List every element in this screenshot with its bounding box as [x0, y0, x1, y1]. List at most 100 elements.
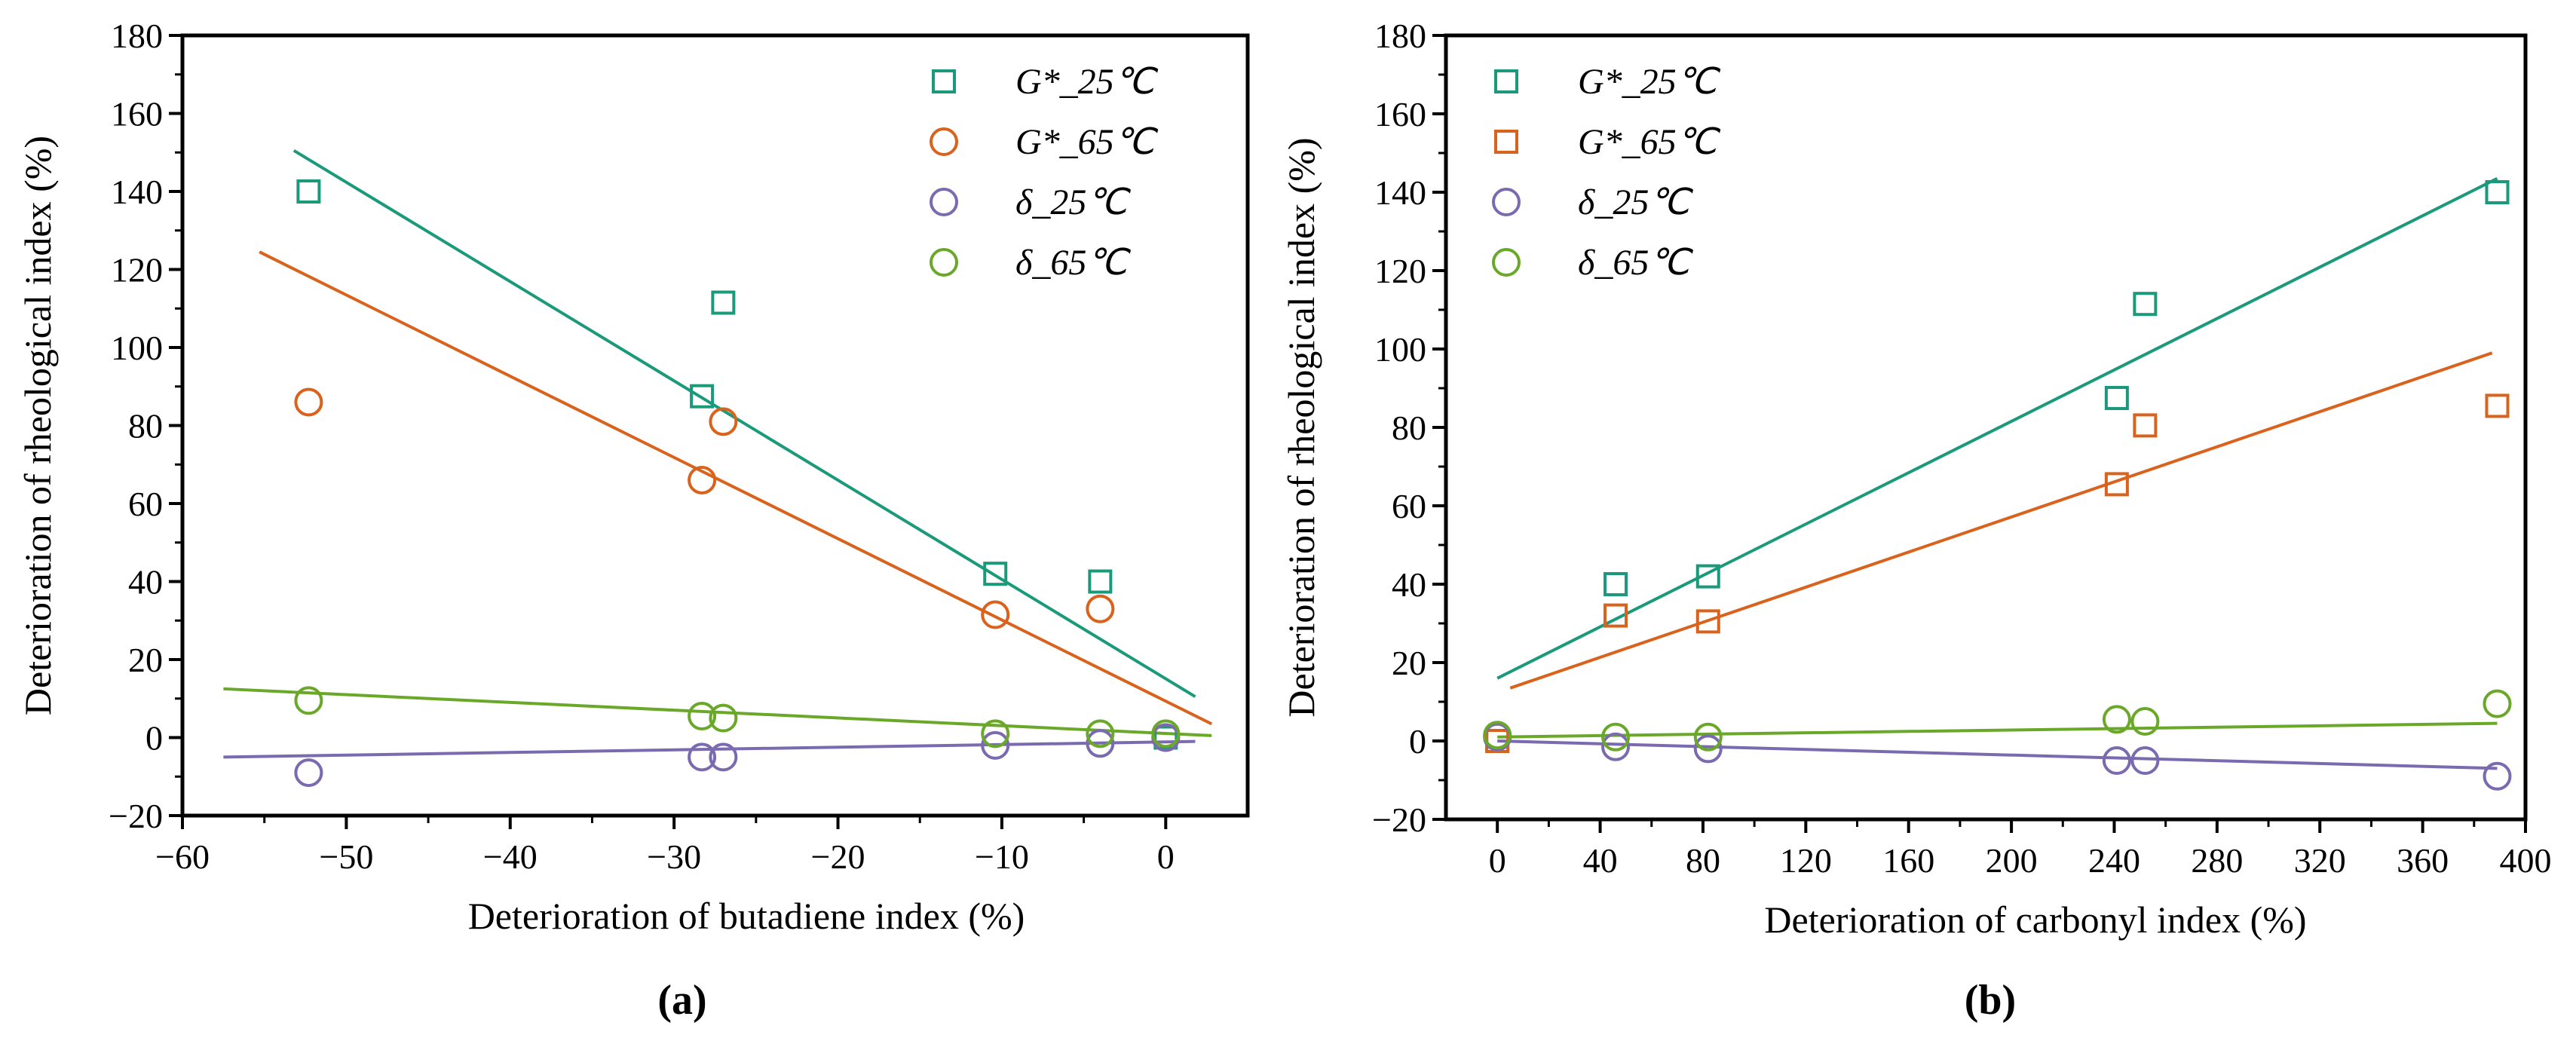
data-point-circle — [294, 686, 323, 715]
legend: G*_25℃ G*_65℃ δ_25℃ δ_65℃ — [930, 62, 1159, 283]
panel-b: 0 40 80 120 160 200 240 280 320 360 400 −20 0 20 40 60 8… — [1280, 17, 2552, 1024]
data-point-circle — [2483, 761, 2512, 791]
data-point-circle — [709, 703, 738, 733]
y-tick-label: −20 — [109, 797, 163, 835]
legend-label: G*_65℃ — [1015, 122, 1159, 162]
data-point-square — [2133, 413, 2158, 438]
y-tick-label: 120 — [111, 251, 163, 289]
y-axis-label: Deterioration of rheological index (%) — [1280, 137, 1322, 717]
legend-label: δ_25℃ — [1015, 182, 1131, 222]
y-tick-label: 60 — [128, 485, 163, 523]
fit-line-series-3 — [1497, 739, 2498, 770]
data-point-circle — [2102, 705, 2131, 734]
y-tick-label: 160 — [1374, 95, 1426, 133]
data-point-circle — [688, 702, 717, 731]
data-point-square — [690, 384, 715, 409]
data-point-circle — [294, 758, 323, 788]
legend-label: δ_25℃ — [1578, 182, 1693, 222]
y-tick-label: 180 — [1374, 17, 1426, 55]
data-point-circle — [1693, 734, 1723, 764]
fit-line-series-2 — [1509, 351, 2493, 690]
data-point-square — [1153, 725, 1178, 750]
legend-marker-circle — [930, 188, 958, 216]
x-axis-label: Deterioration of butadiene index (%) — [468, 895, 1025, 937]
x-tick-label: 160 — [1882, 841, 1934, 880]
legend-label: G*_65℃ — [1578, 122, 1721, 162]
x-tick-label: 400 — [2500, 841, 2552, 880]
y-tick-label: 100 — [111, 329, 163, 367]
legend: G*_25℃ G*_65℃ δ_25℃ δ_65℃ — [1492, 62, 1721, 283]
data-point-circle — [981, 600, 1010, 629]
data-point-square — [296, 179, 321, 204]
x-tick-label: −30 — [647, 837, 701, 876]
y-tick-label: 40 — [1392, 565, 1426, 604]
y-tick-label: 180 — [111, 17, 163, 55]
data-point-circle — [1601, 732, 1631, 761]
legend-marker-circle — [930, 127, 958, 156]
x-tick-label: 360 — [2397, 841, 2449, 880]
fit-line-series-2 — [259, 250, 1213, 726]
x-tick-label: 240 — [2088, 841, 2140, 880]
legend-marker-square — [932, 69, 956, 93]
legend-label: δ_65℃ — [1578, 243, 1693, 283]
data-point-circle — [981, 730, 1010, 760]
y-tick-label: 160 — [111, 95, 163, 133]
x-tick-label: 280 — [2191, 841, 2243, 880]
data-point-circle — [1693, 722, 1723, 752]
y-tick-label: 140 — [111, 173, 163, 211]
fit-line-series-1 — [1496, 177, 2498, 680]
legend-label: G*_25℃ — [1578, 62, 1721, 102]
data-point-circle — [1086, 729, 1115, 758]
legend-label: δ_65℃ — [1015, 243, 1131, 283]
data-point-square — [2485, 180, 2510, 204]
x-tick-label: −40 — [483, 837, 538, 876]
y-tick-label: 80 — [128, 407, 163, 445]
data-point-circle — [1151, 719, 1181, 749]
legend-marker-square — [1494, 69, 1518, 93]
fit-line-series-4 — [223, 687, 1212, 737]
data-point-square — [983, 562, 1008, 586]
data-point-square — [1603, 603, 1628, 628]
y-tick-label: 140 — [1374, 173, 1426, 212]
data-point-circle — [1086, 719, 1115, 749]
legend-label: G*_25℃ — [1015, 62, 1159, 102]
y-tick-label: 0 — [1409, 722, 1426, 761]
data-point-square — [711, 290, 736, 315]
data-point-square — [1695, 564, 1720, 589]
data-point-square — [1603, 572, 1628, 596]
y-axis-label: Deterioration of rheological index (%) — [17, 136, 59, 715]
x-tick-label: −10 — [975, 837, 1029, 876]
data-point-square — [2485, 393, 2510, 418]
y-tick-label: 20 — [128, 641, 163, 679]
fit-line-series-1 — [293, 148, 1196, 698]
data-point-circle — [709, 407, 738, 436]
data-point-circle — [2483, 689, 2512, 718]
data-point-circle — [2130, 707, 2160, 736]
data-point-square — [2104, 472, 2129, 497]
y-tick-label: 40 — [128, 563, 163, 602]
data-point-square — [1088, 569, 1113, 594]
data-point-square — [2104, 386, 2129, 410]
x-tick-label: 40 — [1583, 841, 1618, 880]
x-tick-label: −50 — [319, 837, 373, 876]
y-tick-label: 120 — [1374, 252, 1426, 290]
data-point-circle — [709, 742, 738, 772]
data-point-circle — [1086, 594, 1115, 623]
data-point-circle — [688, 465, 717, 494]
data-point-circle — [688, 742, 717, 772]
panel-label: (b) — [1965, 977, 2016, 1024]
legend-marker-circle — [1492, 188, 1521, 216]
x-tick-label: 0 — [1157, 837, 1175, 876]
fit-line-series-3 — [223, 739, 1196, 759]
legend-marker-circle — [1492, 248, 1521, 277]
data-point-circle — [1601, 722, 1631, 752]
data-point-square — [1695, 609, 1720, 634]
x-tick-label: 320 — [2294, 841, 2346, 880]
y-tick-label: 100 — [1374, 330, 1426, 369]
y-tick-label: 0 — [145, 719, 163, 758]
x-tick-label: −20 — [811, 837, 865, 876]
y-tick-label: 80 — [1392, 409, 1426, 447]
legend-marker-circle — [930, 248, 958, 277]
x-tick-label: 80 — [1686, 841, 1720, 880]
